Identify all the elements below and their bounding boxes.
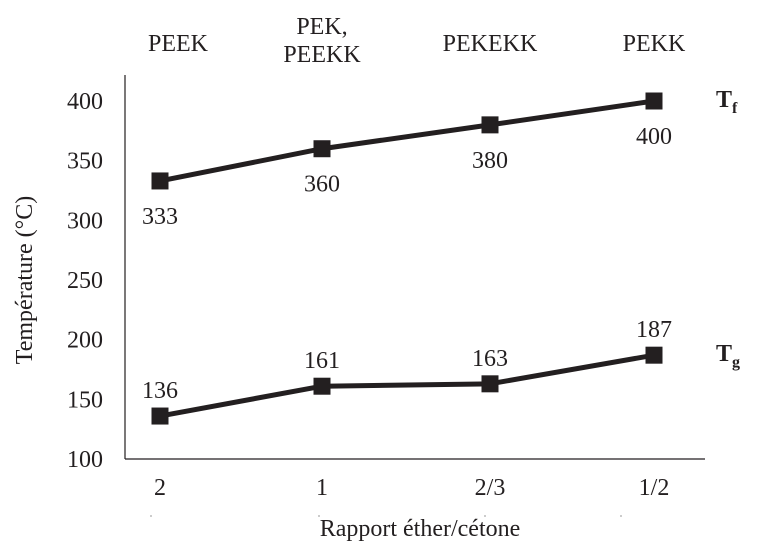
data-point: [645, 346, 663, 364]
y-axis-label: Température (°C): [12, 196, 38, 365]
data-point: [481, 116, 499, 134]
data-point: [151, 172, 169, 190]
data-label: 187: [636, 317, 672, 343]
x-tick-label: 2/3: [475, 475, 506, 501]
y-tick-label: 350: [67, 149, 103, 175]
x-tick-labels: 2 1 2/3 1/2: [150, 475, 670, 517]
series-layer: 333 360 380 400 Tf 136 161 163 187 Tg: [142, 87, 740, 425]
x-tick-label: 2: [154, 475, 166, 501]
y-tick-label: 300: [67, 208, 103, 234]
y-tick-label: 200: [67, 328, 103, 354]
series-line: [159, 98, 655, 184]
x-tick-label: 1: [316, 475, 328, 501]
y-tick-label: 250: [67, 268, 103, 294]
series-name-label: Tf: [716, 87, 738, 117]
series-Tf: 333 360 380 400 Tf: [142, 87, 738, 230]
x-tick-label: 1/2: [639, 475, 670, 501]
category-headers: PEEK PEK, PEEKK PEKEKK PEKK: [148, 14, 686, 68]
y-tick-labels: 100 150 200 250 300 350 400: [67, 89, 103, 473]
data-label: 360: [304, 172, 340, 198]
y-tick-label: 100: [67, 447, 103, 473]
x-axis-label: Rapport éther/cétone: [320, 516, 521, 542]
data-label: 163: [472, 346, 508, 372]
data-point: [645, 92, 663, 110]
data-label: 161: [304, 348, 340, 374]
series-line: [159, 352, 655, 419]
axes: [124, 75, 705, 460]
category-header: PEEK: [148, 31, 209, 57]
category-header: PEKEKK: [443, 31, 538, 57]
data-label: 333: [142, 204, 178, 230]
category-header: PEKK: [623, 31, 686, 57]
data-point: [313, 377, 331, 395]
data-point: [151, 407, 169, 425]
y-tick-label: 400: [67, 89, 103, 115]
data-point: [313, 140, 331, 158]
data-label: 136: [142, 378, 178, 404]
data-point: [481, 375, 499, 393]
category-header: PEK, PEEKK: [283, 14, 361, 68]
series-name-label: Tg: [716, 341, 740, 371]
y-tick-label: 150: [67, 387, 103, 413]
series-Tg: 136 161 163 187 Tg: [142, 317, 740, 425]
data-label: 400: [636, 124, 672, 150]
data-label: 380: [472, 148, 508, 174]
